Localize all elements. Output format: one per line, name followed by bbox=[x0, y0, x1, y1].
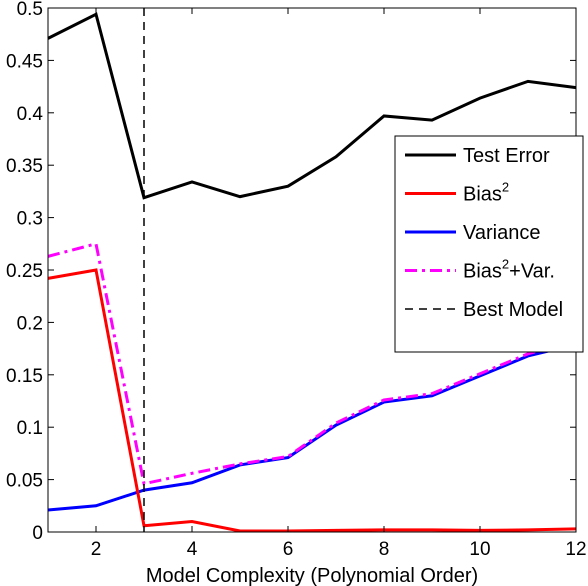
y-tick-label: 0.45 bbox=[6, 51, 43, 72]
x-tick-label: 10 bbox=[469, 539, 490, 560]
y-tick-label: 0.4 bbox=[17, 104, 44, 125]
series-line-variance bbox=[47, 342, 577, 512]
series-line-bias bbox=[47, 268, 577, 533]
plot-lines bbox=[47, 8, 577, 533]
legend-label-bias: Bias2 bbox=[463, 180, 509, 206]
legend-label-test: Test Error bbox=[463, 145, 550, 167]
x-axis-label: Model Complexity (Polynomial Order) bbox=[146, 565, 478, 586]
y-tick-label: 0 bbox=[32, 523, 43, 544]
y-tick-label: 0.35 bbox=[6, 156, 43, 177]
series-line-biasvar bbox=[47, 241, 577, 486]
y-tick-label: 0.3 bbox=[17, 209, 43, 230]
y-tick-label: 0.25 bbox=[6, 261, 43, 282]
legend-box bbox=[394, 135, 584, 353]
x-tick-label: 12 bbox=[565, 539, 586, 560]
axis-ticks: 2 4 6 8 10 12 0 0.05 0.1 0.15 0.2 0.25 0.3 0.35 0.4 0.4… bbox=[6, 0, 587, 560]
y-tick-label: 0.5 bbox=[17, 0, 43, 20]
legend-label-variance: Variance bbox=[463, 222, 540, 244]
y-tick-label: 0.15 bbox=[6, 366, 43, 387]
series-line-test bbox=[47, 12, 577, 200]
y-tick-label: 0.1 bbox=[17, 418, 43, 439]
x-tick-label: 4 bbox=[187, 539, 198, 560]
y-tick-label: 0.2 bbox=[17, 313, 43, 334]
x-tick-label: 8 bbox=[379, 539, 390, 560]
legend: Test Error Bias2 Variance Bias2+Var. Best Mo… bbox=[394, 135, 584, 353]
y-tick-label: 0.05 bbox=[6, 471, 43, 492]
x-tick-label: 2 bbox=[91, 539, 102, 560]
legend-label-best-model: Best Model bbox=[463, 299, 563, 321]
x-tick-label: 6 bbox=[283, 539, 294, 560]
legend-label-biasvar: Bias2+Var. bbox=[463, 257, 555, 283]
